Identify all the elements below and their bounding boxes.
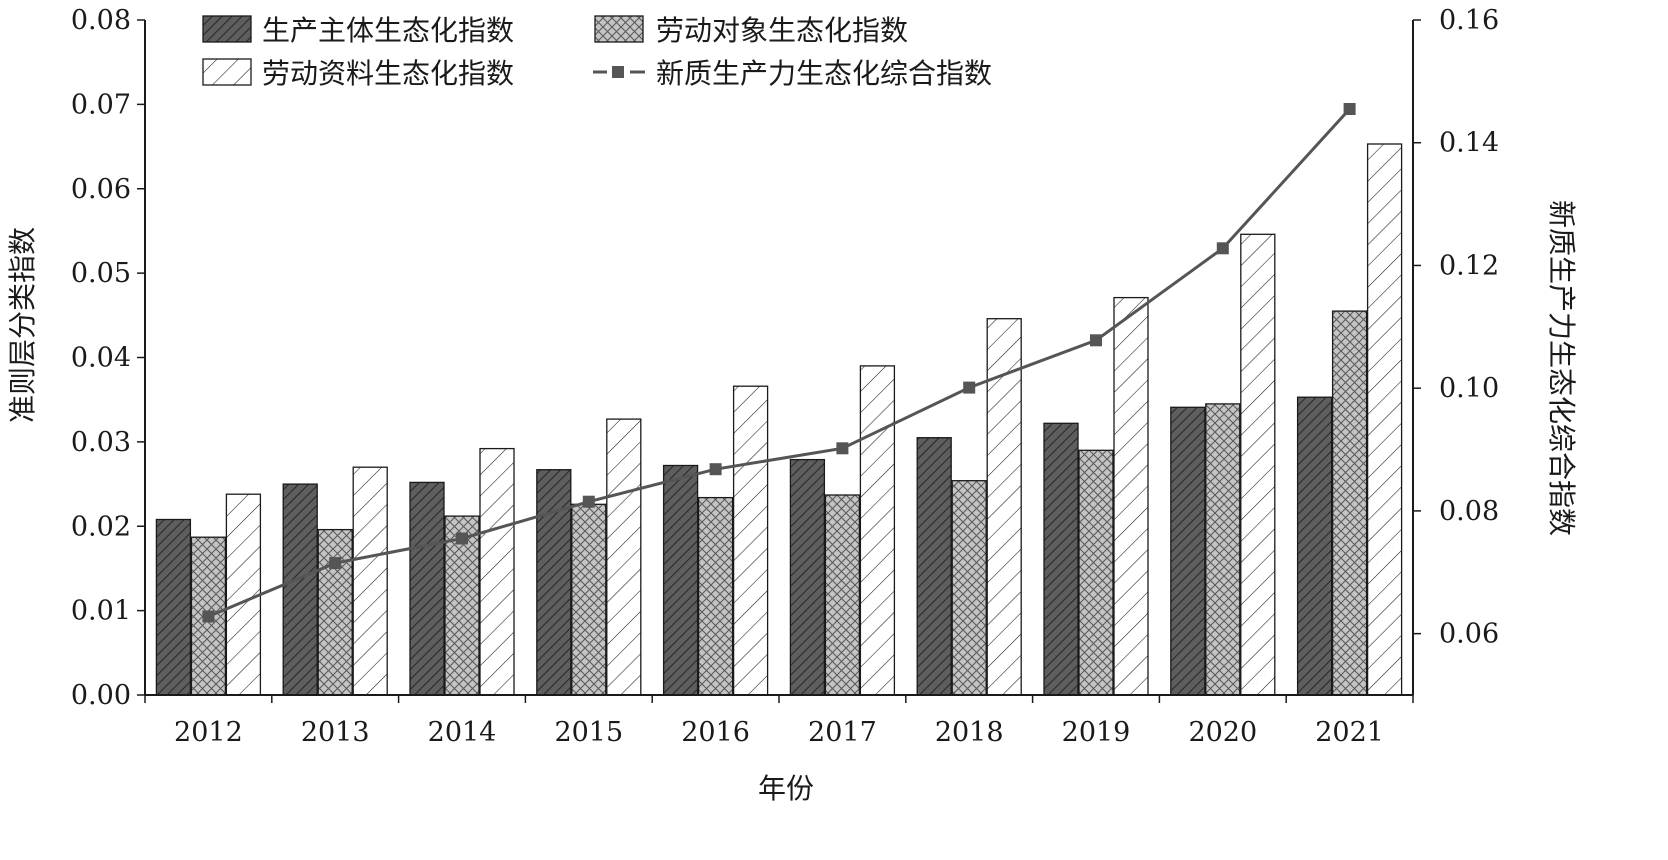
bar-series-3-2013 bbox=[352, 466, 388, 696]
y2-tick-label: 0.12 bbox=[1439, 250, 1499, 281]
bar-series-1-2017 bbox=[789, 458, 826, 696]
y-tick-label: 0.03 bbox=[71, 427, 131, 458]
line-point-2017 bbox=[836, 442, 849, 455]
y-tick-label: 0.08 bbox=[71, 5, 131, 36]
bar-series-2-2017 bbox=[824, 494, 861, 696]
bars-layer bbox=[155, 143, 1403, 696]
legend-swatch-series-2 bbox=[594, 15, 644, 43]
bar-series-2-2018 bbox=[951, 480, 987, 696]
x-tick-label: 2015 bbox=[554, 717, 623, 748]
y2-tick-label: 0.06 bbox=[1439, 619, 1499, 650]
x-axis-title: 年份 bbox=[758, 772, 814, 805]
bar-series-1-2015 bbox=[536, 469, 572, 696]
x-tick-label: 2012 bbox=[174, 717, 243, 748]
line-point-2016 bbox=[709, 463, 722, 476]
bar-series-3-2021 bbox=[1366, 143, 1403, 696]
bar-series-2-2013 bbox=[317, 528, 353, 696]
legend-label-series-4: 新质生产力生态化综合指数 bbox=[656, 57, 992, 90]
x-tick-label: 2016 bbox=[681, 717, 750, 748]
x-tick-label: 2013 bbox=[301, 717, 370, 748]
bar-series-3-2018 bbox=[986, 318, 1022, 696]
bar-series-1-2012 bbox=[155, 518, 192, 696]
line-point-2021 bbox=[1343, 103, 1356, 115]
legend-swatch-series-4 bbox=[593, 66, 645, 78]
bar-series-1-2019 bbox=[1043, 422, 1079, 696]
legend: 生产主体生态化指数 劳动对象生态化指数 劳动资料生态化指数 新质生产力生态化综合… bbox=[202, 14, 992, 90]
x-tick-label: 2018 bbox=[935, 717, 1004, 748]
y2-axis-title: 新质生产力生态化综合指数 bbox=[1545, 200, 1578, 536]
x-tick-label: 2019 bbox=[1062, 717, 1131, 748]
bar-series-1-2014 bbox=[409, 481, 445, 696]
y2-tick-label: 0.16 bbox=[1439, 5, 1499, 36]
bar-series-2-2021 bbox=[1331, 310, 1368, 696]
y-tick-label: 0.07 bbox=[71, 89, 131, 120]
legend-label-series-3: 劳动资料生态化指数 bbox=[262, 57, 514, 90]
line-point-2012 bbox=[202, 610, 215, 623]
y2-tick-label: 0.08 bbox=[1439, 496, 1499, 527]
y2-tick-label: 0.14 bbox=[1439, 128, 1499, 159]
bar-series-1-2013 bbox=[282, 483, 318, 696]
bar-series-1-2016 bbox=[662, 464, 699, 696]
x-tick-label: 2020 bbox=[1188, 717, 1257, 748]
bar-series-2-2019 bbox=[1078, 449, 1114, 696]
bar-series-2-2014 bbox=[444, 515, 480, 696]
y-tick-label: 0.05 bbox=[71, 258, 131, 289]
y-axis-title: 准则层分类指数 bbox=[6, 227, 39, 423]
line-series-composite bbox=[207, 107, 1351, 618]
y-tick-label: 0.01 bbox=[71, 596, 131, 627]
line-point-2014 bbox=[456, 532, 468, 545]
line-point-2013 bbox=[329, 557, 342, 570]
bar-series-3-2015 bbox=[606, 418, 642, 696]
line-point-2015 bbox=[582, 495, 595, 508]
bar-series-3-2020 bbox=[1240, 233, 1276, 696]
legend-swatch-series-3 bbox=[202, 58, 252, 86]
bar-series-1-2020 bbox=[1170, 406, 1206, 696]
y-tick-label: 0.06 bbox=[71, 174, 131, 205]
bar-series-3-2019 bbox=[1113, 296, 1149, 696]
bar-series-2-2016 bbox=[697, 496, 734, 696]
bar-series-3-2016 bbox=[732, 385, 769, 696]
bar-series-1-2021 bbox=[1296, 396, 1333, 696]
legend-swatch-series-1 bbox=[202, 15, 252, 43]
x-tick-label: 2014 bbox=[428, 717, 497, 748]
bar-series-1-2018 bbox=[916, 437, 952, 696]
y-tick-label: 0.00 bbox=[71, 680, 131, 711]
bar-series-2-2015 bbox=[571, 503, 607, 696]
bar-series-3-2017 bbox=[859, 365, 896, 696]
bar-series-3-2012 bbox=[225, 493, 262, 696]
bar-series-3-2014 bbox=[479, 447, 515, 696]
line-layer bbox=[202, 103, 1356, 623]
y2-tick-label: 0.10 bbox=[1439, 373, 1499, 404]
x-tick-label: 2021 bbox=[1315, 717, 1384, 748]
legend-label-series-1: 生产主体生态化指数 bbox=[262, 14, 514, 47]
legend-label-series-2: 劳动对象生态化指数 bbox=[656, 14, 908, 47]
line-point-2020 bbox=[1216, 242, 1229, 255]
y-tick-label: 0.04 bbox=[71, 343, 131, 374]
x-tick-label: 2017 bbox=[808, 717, 877, 748]
line-point-2018 bbox=[963, 381, 976, 394]
bar-series-2-2020 bbox=[1205, 403, 1241, 696]
axes-layer: 0.00 0.01 0.02 0.03 0.04 0.05 0.06 0.07 0.08 0.06… bbox=[71, 5, 1499, 748]
y-tick-label: 0.02 bbox=[71, 511, 131, 542]
line-point-2019 bbox=[1090, 334, 1102, 347]
